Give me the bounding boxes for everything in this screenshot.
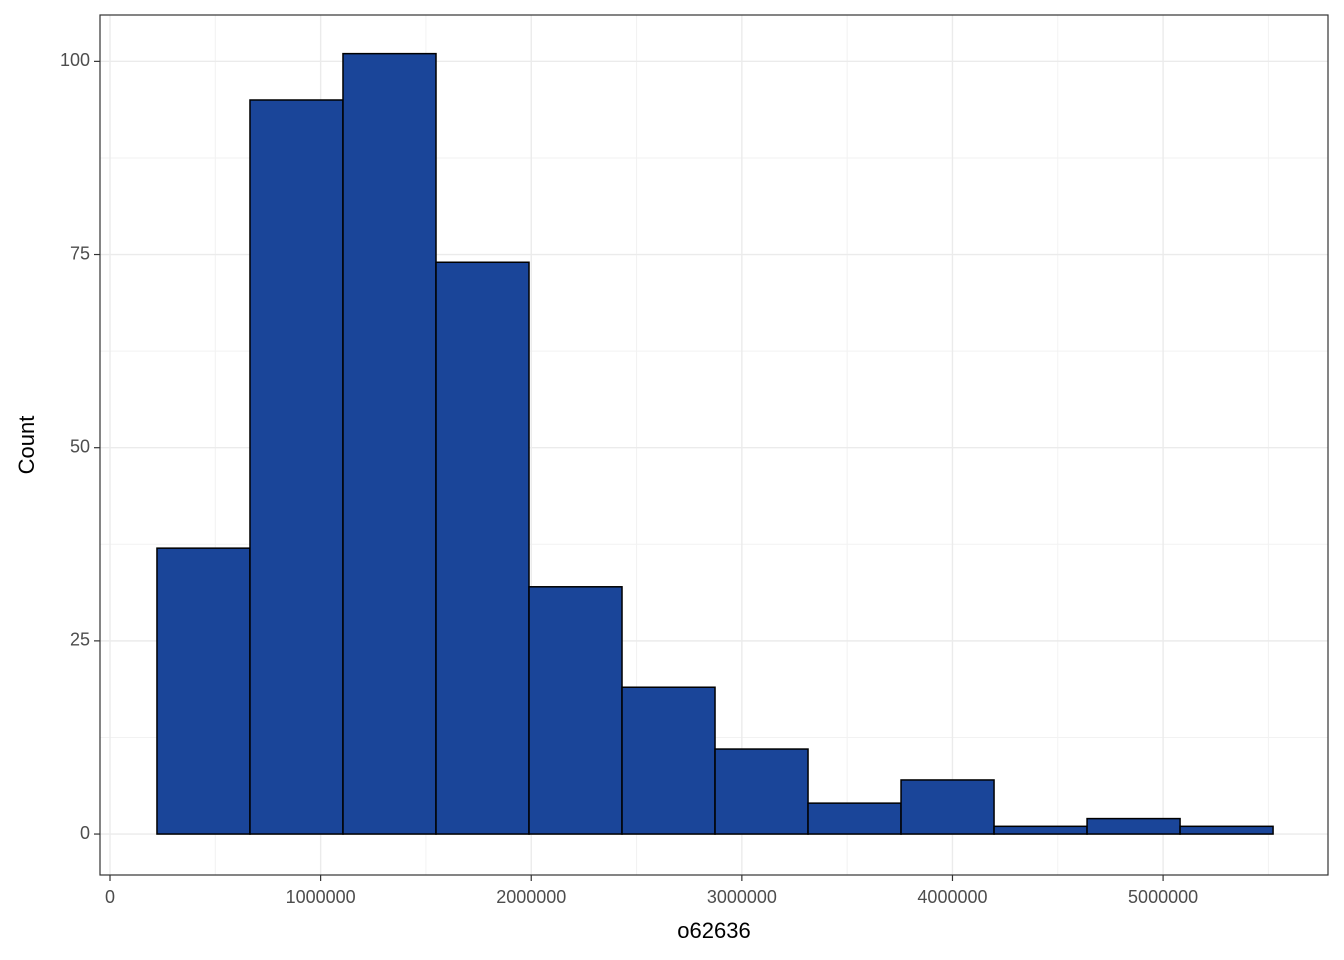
x-tick-label: 5000000 [1128,887,1198,907]
x-tick-label: 1000000 [286,887,356,907]
y-tick-label: 50 [70,436,90,456]
panel-border [99,14,1329,876]
bar [807,802,902,835]
bar [342,52,437,835]
bar [1086,817,1181,835]
bar [900,779,995,835]
x-axis-title: o62636 [677,918,750,943]
bar [435,261,530,835]
y-tick-label: 25 [70,630,90,650]
y-tick-label: 0 [80,823,90,843]
bar [714,748,809,835]
x-tick-label: 0 [105,887,115,907]
x-tick-label: 4000000 [917,887,987,907]
bar [1179,825,1274,835]
bar [993,825,1088,835]
bar [621,686,716,835]
y-tick-label: 100 [60,50,90,70]
bar [249,99,344,835]
x-tick-label: 2000000 [496,887,566,907]
bar [528,586,623,835]
y-axis-title: Count [14,416,39,475]
y-tick-label: 75 [70,243,90,263]
x-tick-label: 3000000 [707,887,777,907]
bar [156,547,251,835]
